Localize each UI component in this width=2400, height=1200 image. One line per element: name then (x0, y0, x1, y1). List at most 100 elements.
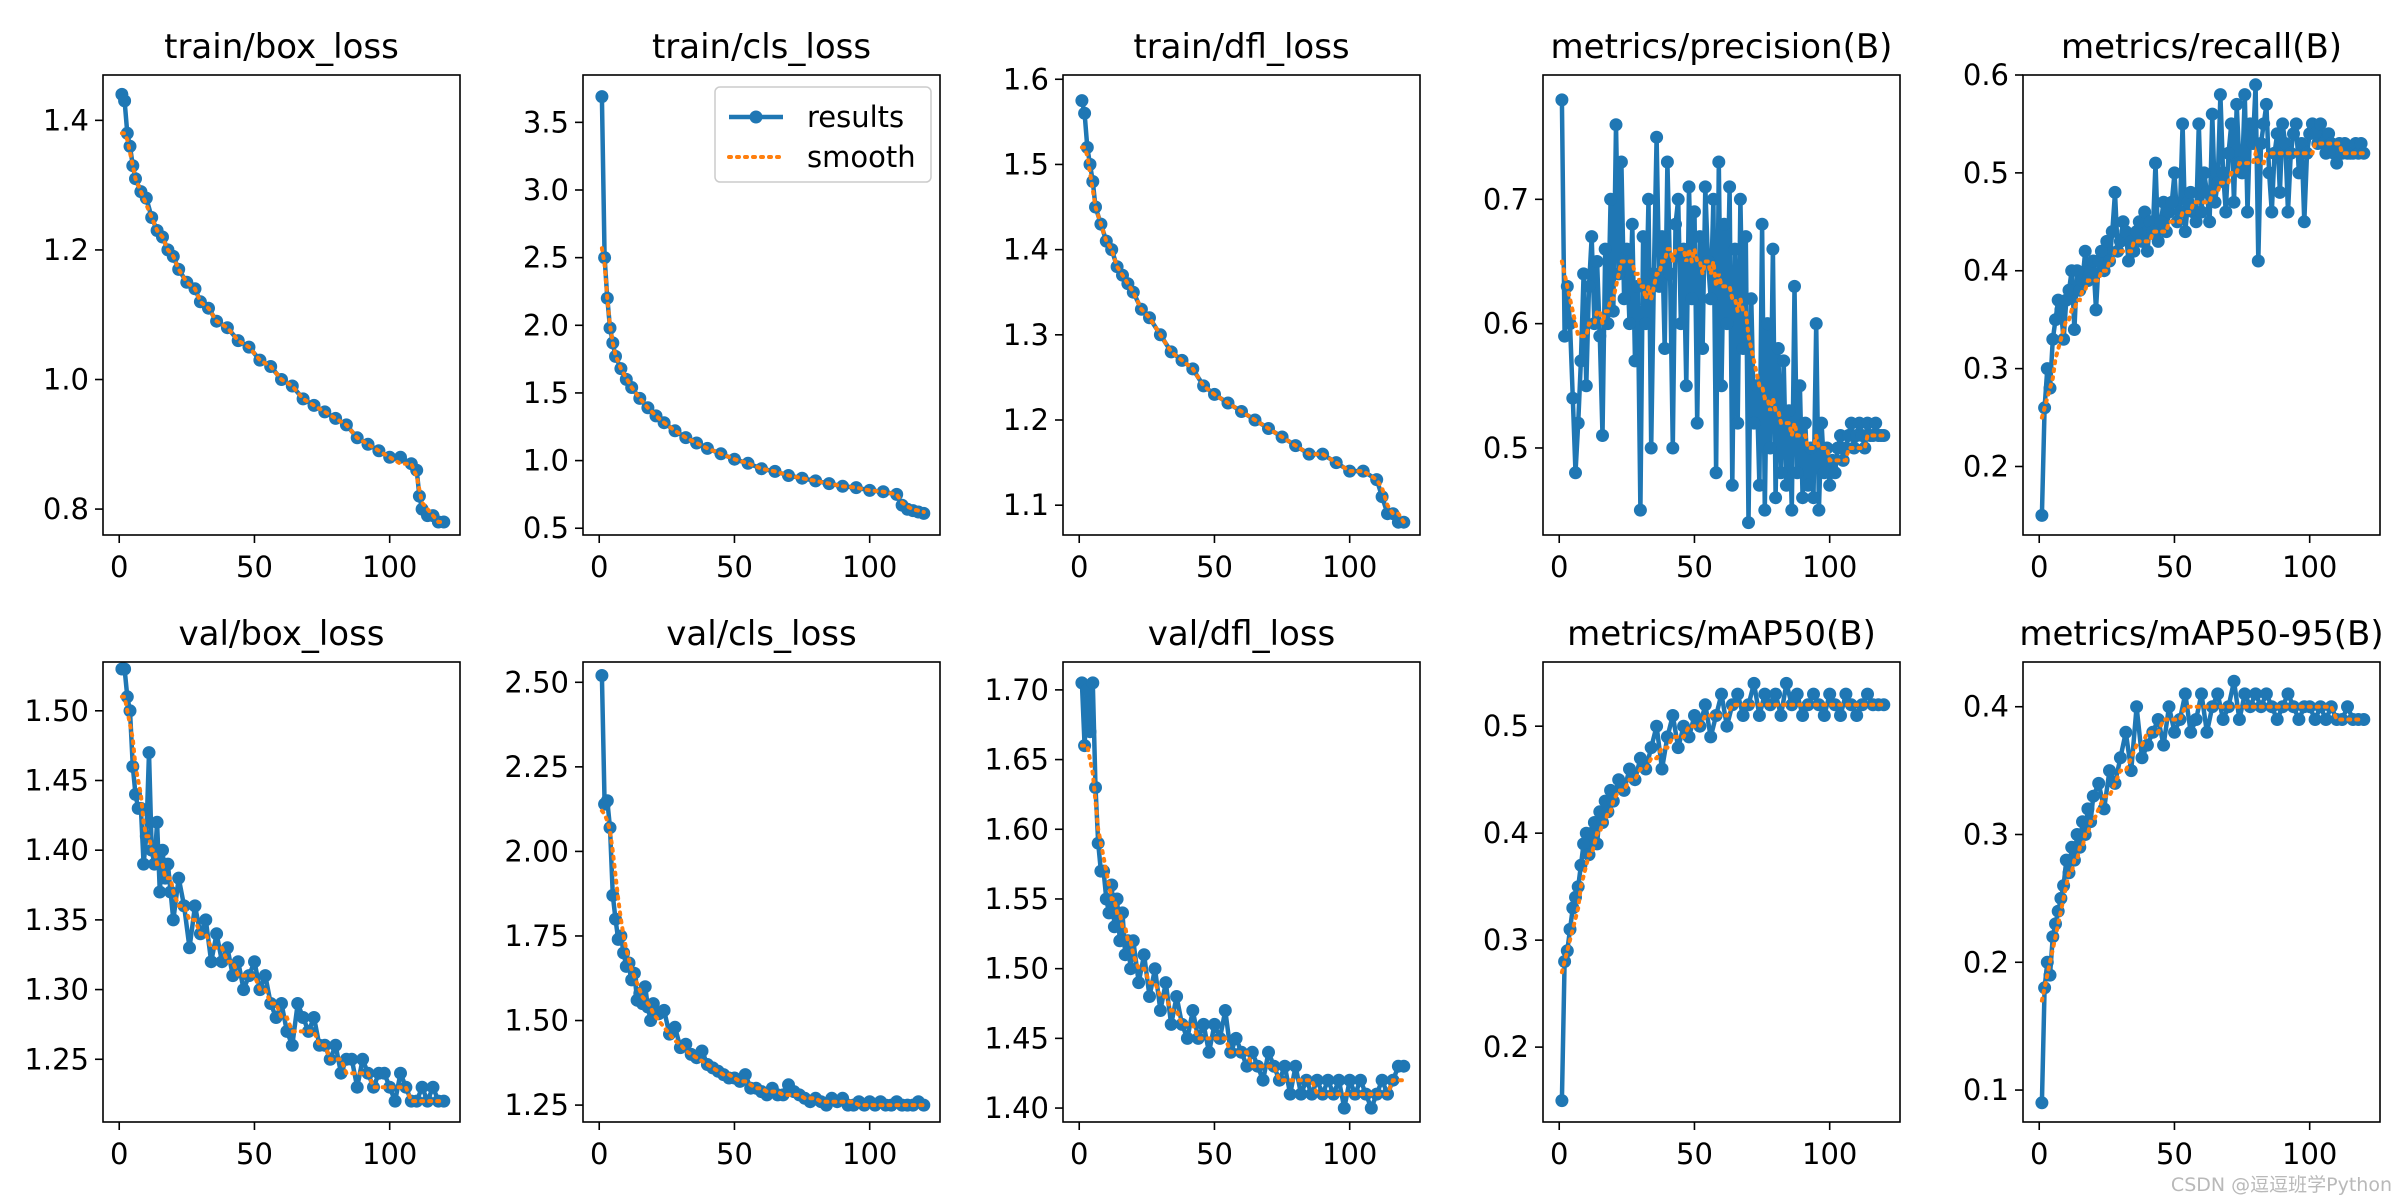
results-point (1755, 217, 1769, 231)
results-point (1596, 429, 1609, 442)
results-point (248, 955, 261, 969)
results-point (1671, 741, 1685, 755)
x-tick-label: 100 (1322, 1137, 1377, 1171)
results-point (2189, 713, 2203, 726)
results-point (1688, 709, 1701, 722)
x-tick-label: 100 (1802, 1137, 1857, 1171)
results-point (595, 669, 609, 682)
results-point (1262, 1045, 1275, 1059)
results-point (1828, 466, 1842, 480)
results-point (2122, 254, 2135, 268)
y-tick-label: 3.0 (523, 173, 569, 207)
results-point (2297, 215, 2311, 229)
results-point (1579, 379, 1593, 393)
results-point (2259, 97, 2273, 111)
results-point (1712, 155, 1726, 169)
results-point (1785, 503, 1799, 517)
results-point (2224, 117, 2238, 131)
results-point (1715, 687, 1728, 701)
y-tick-label: 1.35 (24, 903, 89, 937)
results-point (1739, 230, 1753, 244)
results-point (1861, 687, 1874, 701)
results-point (2308, 127, 2322, 141)
results-point (2227, 195, 2241, 209)
plot-area (1075, 94, 1411, 529)
y-tick-label: 1.75 (504, 919, 569, 953)
results-point (1796, 491, 1810, 505)
results-point (1132, 976, 1146, 990)
smooth-line (599, 808, 926, 1108)
results-point (668, 1020, 682, 1034)
results-point (2222, 146, 2235, 160)
results-point (1704, 730, 1718, 744)
results-point (1240, 1059, 1254, 1073)
results-point (2232, 713, 2246, 726)
results-point (1698, 698, 1712, 712)
results-point (1563, 317, 1577, 331)
panel-metrics-map50-95-b: metrics/mAP50-95(B) 0 50 100 0.1 0.2 0.3 0.4 (1963, 614, 2384, 1171)
results-point (1658, 342, 1672, 355)
results-point (1256, 1073, 1270, 1087)
results-point (164, 885, 178, 899)
plot-area (1075, 676, 1411, 1115)
smooth-line (2039, 141, 2366, 420)
panel-val-box-loss: val/box_loss 0 50 100 1.25 1.30 1.35 1.40 1.45 1.… (24, 614, 461, 1171)
results-point (2278, 137, 2292, 150)
results-point (1604, 783, 1618, 797)
results-point (2200, 725, 2214, 739)
results-point (1817, 466, 1831, 480)
results-point (2249, 78, 2263, 92)
y-tick-label: 1.50 (984, 952, 1049, 986)
results-point (1590, 255, 1604, 268)
results-point (2287, 127, 2300, 141)
results-line (599, 673, 927, 1108)
results-point (2067, 323, 2081, 336)
panel-val-cls-loss: val/cls_loss 0 50 100 1.25 1.50 1.75 2.00 2.25 2.… (504, 614, 941, 1171)
results-point (1639, 317, 1653, 331)
results-point (2130, 700, 2144, 714)
results-point (1688, 205, 1701, 219)
results-line (1079, 680, 1407, 1111)
results-point (1644, 741, 1658, 755)
results-point (2195, 687, 2208, 701)
results-point (1327, 1087, 1340, 1101)
results-point (137, 857, 151, 871)
results-point (2089, 303, 2103, 317)
results-point (2097, 802, 2111, 816)
results-point (1153, 1004, 1167, 1017)
results-point (1761, 317, 1774, 331)
results-point (1143, 990, 1156, 1003)
results-point (1555, 1094, 1569, 1108)
results-point (617, 946, 631, 960)
results-markers (1075, 94, 1411, 529)
x-tick-label: 100 (362, 550, 417, 584)
results-point (2046, 930, 2060, 944)
results-point (2159, 225, 2173, 239)
results-point (606, 888, 620, 902)
results-point (2184, 725, 2198, 739)
x-tick-label: 0 (1070, 550, 1088, 584)
results-point (2357, 713, 2371, 726)
results-point (2211, 176, 2225, 190)
y-tick-label: 1.25 (504, 1088, 569, 1122)
results-point (153, 885, 167, 899)
results-point (2162, 205, 2176, 219)
results-point (377, 1066, 391, 1080)
results-point (2092, 776, 2106, 790)
results-point (120, 126, 134, 140)
results-point (2035, 1096, 2049, 1110)
panel-train-cls-loss: train/cls_loss 0 50 100 0.5 1.0 1.5 2.0 2.5 3.0 3.… (523, 27, 941, 584)
results-point (1815, 416, 1829, 430)
results-point (1793, 379, 1807, 393)
axes-frame (582, 661, 941, 1123)
results-point (1850, 709, 1864, 722)
results-point (2165, 195, 2179, 209)
results-point (1752, 478, 1766, 492)
results-point (657, 1003, 671, 1017)
results-point (2078, 244, 2092, 258)
results-point (1571, 416, 1585, 430)
legend-smooth-label: smooth (807, 140, 916, 174)
results-point (120, 690, 134, 704)
axes-frame (1542, 661, 1901, 1123)
results-point (2054, 303, 2068, 317)
